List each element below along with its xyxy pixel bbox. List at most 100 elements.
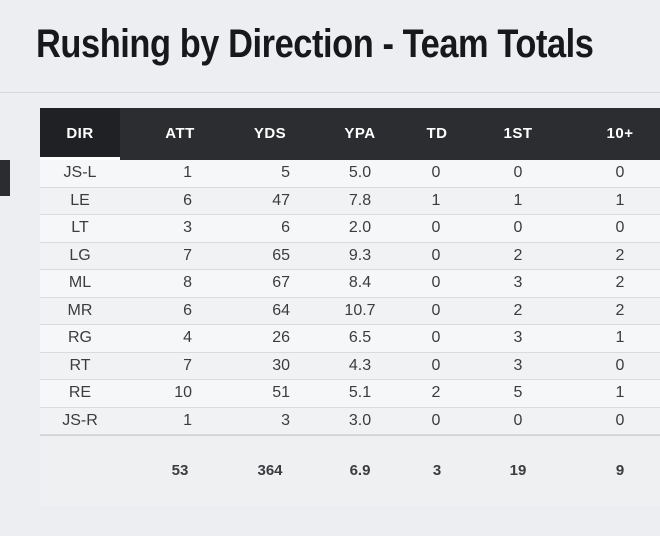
total-10plus: 9 bbox=[615, 462, 625, 479]
first-down-cell: 2 bbox=[513, 246, 523, 264]
att-cell: 6 bbox=[183, 191, 192, 209]
table-header: DIR ATT YDS YPA TD 1ST 10+ bbox=[40, 108, 660, 160]
totals-row: 53 364 6.9 3 19 9 bbox=[40, 435, 660, 506]
table-row: LT 3 6 2.0 0 0 0 bbox=[40, 215, 660, 243]
column-header-10plus[interactable]: 10+ bbox=[606, 125, 634, 142]
ten-plus-cell: 2 bbox=[615, 274, 625, 291]
att-cell: 3 bbox=[183, 219, 192, 236]
first-down-cell: 2 bbox=[513, 301, 523, 319]
direction-cell: RG bbox=[68, 329, 92, 346]
att-cell: 1 bbox=[183, 411, 192, 429]
td-cell: 0 bbox=[431, 274, 441, 291]
total-td: 3 bbox=[432, 462, 442, 479]
yds-cell: 26 bbox=[272, 329, 290, 346]
yds-cell: 51 bbox=[272, 384, 290, 401]
att-cell: 7 bbox=[183, 356, 192, 374]
total-1st: 19 bbox=[509, 462, 527, 479]
yds-cell: 5 bbox=[281, 164, 290, 181]
yds-cell: 47 bbox=[272, 191, 290, 209]
ten-plus-cell: 1 bbox=[615, 384, 625, 401]
yds-cell: 30 bbox=[272, 356, 290, 374]
yds-cell: 64 bbox=[272, 301, 290, 319]
ten-plus-cell: 1 bbox=[615, 191, 625, 209]
td-cell: 0 bbox=[431, 329, 441, 346]
column-header-td[interactable]: TD bbox=[426, 125, 448, 142]
table-row: JS-R 1 3 3.0 0 0 0 bbox=[40, 407, 660, 435]
table-row: LE 6 47 7.8 1 1 1 bbox=[40, 187, 660, 215]
ten-plus-cell: 0 bbox=[615, 356, 625, 374]
direction-cell: RE bbox=[68, 384, 92, 401]
direction-cell: MR bbox=[67, 301, 93, 319]
td-cell: 0 bbox=[431, 356, 441, 374]
column-header-att[interactable]: ATT bbox=[165, 125, 195, 142]
page-title: Rushing by Direction - Team Totals bbox=[36, 22, 594, 66]
column-header-ypa[interactable]: YPA bbox=[344, 125, 376, 142]
ypa-cell: 10.7 bbox=[344, 301, 376, 319]
direction-cell: JS-R bbox=[62, 411, 98, 429]
att-cell: 7 bbox=[183, 246, 192, 264]
att-cell: 4 bbox=[183, 329, 192, 346]
first-down-cell: 3 bbox=[513, 356, 523, 374]
att-cell: 8 bbox=[183, 274, 192, 291]
ypa-cell: 5.0 bbox=[348, 164, 372, 181]
yds-cell: 3 bbox=[281, 411, 290, 429]
ten-plus-cell: 0 bbox=[615, 411, 625, 429]
first-down-cell: 0 bbox=[513, 164, 523, 181]
ypa-cell: 3.0 bbox=[348, 411, 372, 429]
ypa-cell: 2.0 bbox=[348, 219, 372, 236]
table-row: ML 8 67 8.4 0 3 2 bbox=[40, 270, 660, 298]
td-cell: 2 bbox=[431, 384, 441, 401]
yds-cell: 65 bbox=[272, 246, 290, 264]
table-row: LG 7 65 9.3 0 2 2 bbox=[40, 242, 660, 270]
column-header-1st[interactable]: 1ST bbox=[503, 125, 533, 142]
ypa-cell: 9.3 bbox=[348, 246, 372, 264]
ten-plus-cell: 2 bbox=[615, 301, 625, 319]
td-cell: 0 bbox=[431, 164, 441, 181]
ten-plus-cell: 0 bbox=[615, 219, 625, 236]
first-down-cell: 0 bbox=[513, 411, 523, 429]
att-cell: 6 bbox=[183, 301, 192, 319]
att-cell: 10 bbox=[174, 384, 192, 401]
table-row: RG 4 26 6.5 0 3 1 bbox=[40, 325, 660, 353]
side-accent bbox=[0, 160, 10, 196]
td-cell: 1 bbox=[431, 191, 441, 209]
table-row: JS-L 1 5 5.0 0 0 0 bbox=[40, 160, 660, 188]
td-cell: 0 bbox=[431, 219, 441, 236]
title-divider bbox=[0, 92, 660, 93]
column-header-dir[interactable]: DIR bbox=[66, 125, 94, 142]
ypa-cell: 7.8 bbox=[348, 191, 372, 209]
td-cell: 0 bbox=[431, 411, 441, 429]
ypa-cell: 4.3 bbox=[348, 356, 372, 374]
first-down-cell: 1 bbox=[513, 191, 523, 209]
first-down-cell: 5 bbox=[513, 384, 523, 401]
total-att: 53 bbox=[171, 462, 189, 479]
direction-cell: ML bbox=[68, 274, 92, 291]
direction-cell: LE bbox=[70, 191, 90, 209]
td-cell: 0 bbox=[431, 246, 441, 264]
total-ypa: 6.9 bbox=[349, 462, 371, 479]
ypa-cell: 5.1 bbox=[348, 384, 372, 401]
first-down-cell: 0 bbox=[513, 219, 523, 236]
table-row: MR 6 64 10.7 0 2 2 bbox=[40, 297, 660, 325]
direction-cell: JS-L bbox=[63, 164, 97, 181]
yds-cell: 6 bbox=[281, 219, 290, 236]
total-yds: 364 bbox=[257, 462, 283, 479]
column-header-yds[interactable]: YDS bbox=[253, 125, 287, 142]
direction-cell: LG bbox=[69, 246, 91, 264]
table-row: RT 7 30 4.3 0 3 0 bbox=[40, 352, 660, 380]
table-body: JS-L 1 5 5.0 0 0 0 LE 6 47 7.8 1 1 1 LT 3 6 2.0 0 0 0 LG 7 65 9.… bbox=[40, 160, 660, 435]
first-down-cell: 3 bbox=[513, 329, 523, 346]
yds-cell: 67 bbox=[272, 274, 290, 291]
ypa-cell: 6.5 bbox=[348, 329, 372, 346]
stats-table: DIR ATT YDS YPA TD 1ST 10+ JS-L 1 5 5.0 0 0 0 L… bbox=[40, 108, 660, 506]
ten-plus-cell: 0 bbox=[615, 164, 625, 181]
td-cell: 0 bbox=[431, 301, 441, 319]
first-down-cell: 3 bbox=[513, 274, 523, 291]
ypa-cell: 8.4 bbox=[348, 274, 372, 291]
ten-plus-cell: 2 bbox=[615, 246, 625, 264]
ten-plus-cell: 1 bbox=[615, 329, 625, 346]
header-dir-cell[interactable] bbox=[40, 108, 120, 160]
direction-cell: RT bbox=[69, 356, 91, 374]
direction-cell: LT bbox=[71, 219, 89, 236]
att-cell: 1 bbox=[183, 164, 192, 181]
